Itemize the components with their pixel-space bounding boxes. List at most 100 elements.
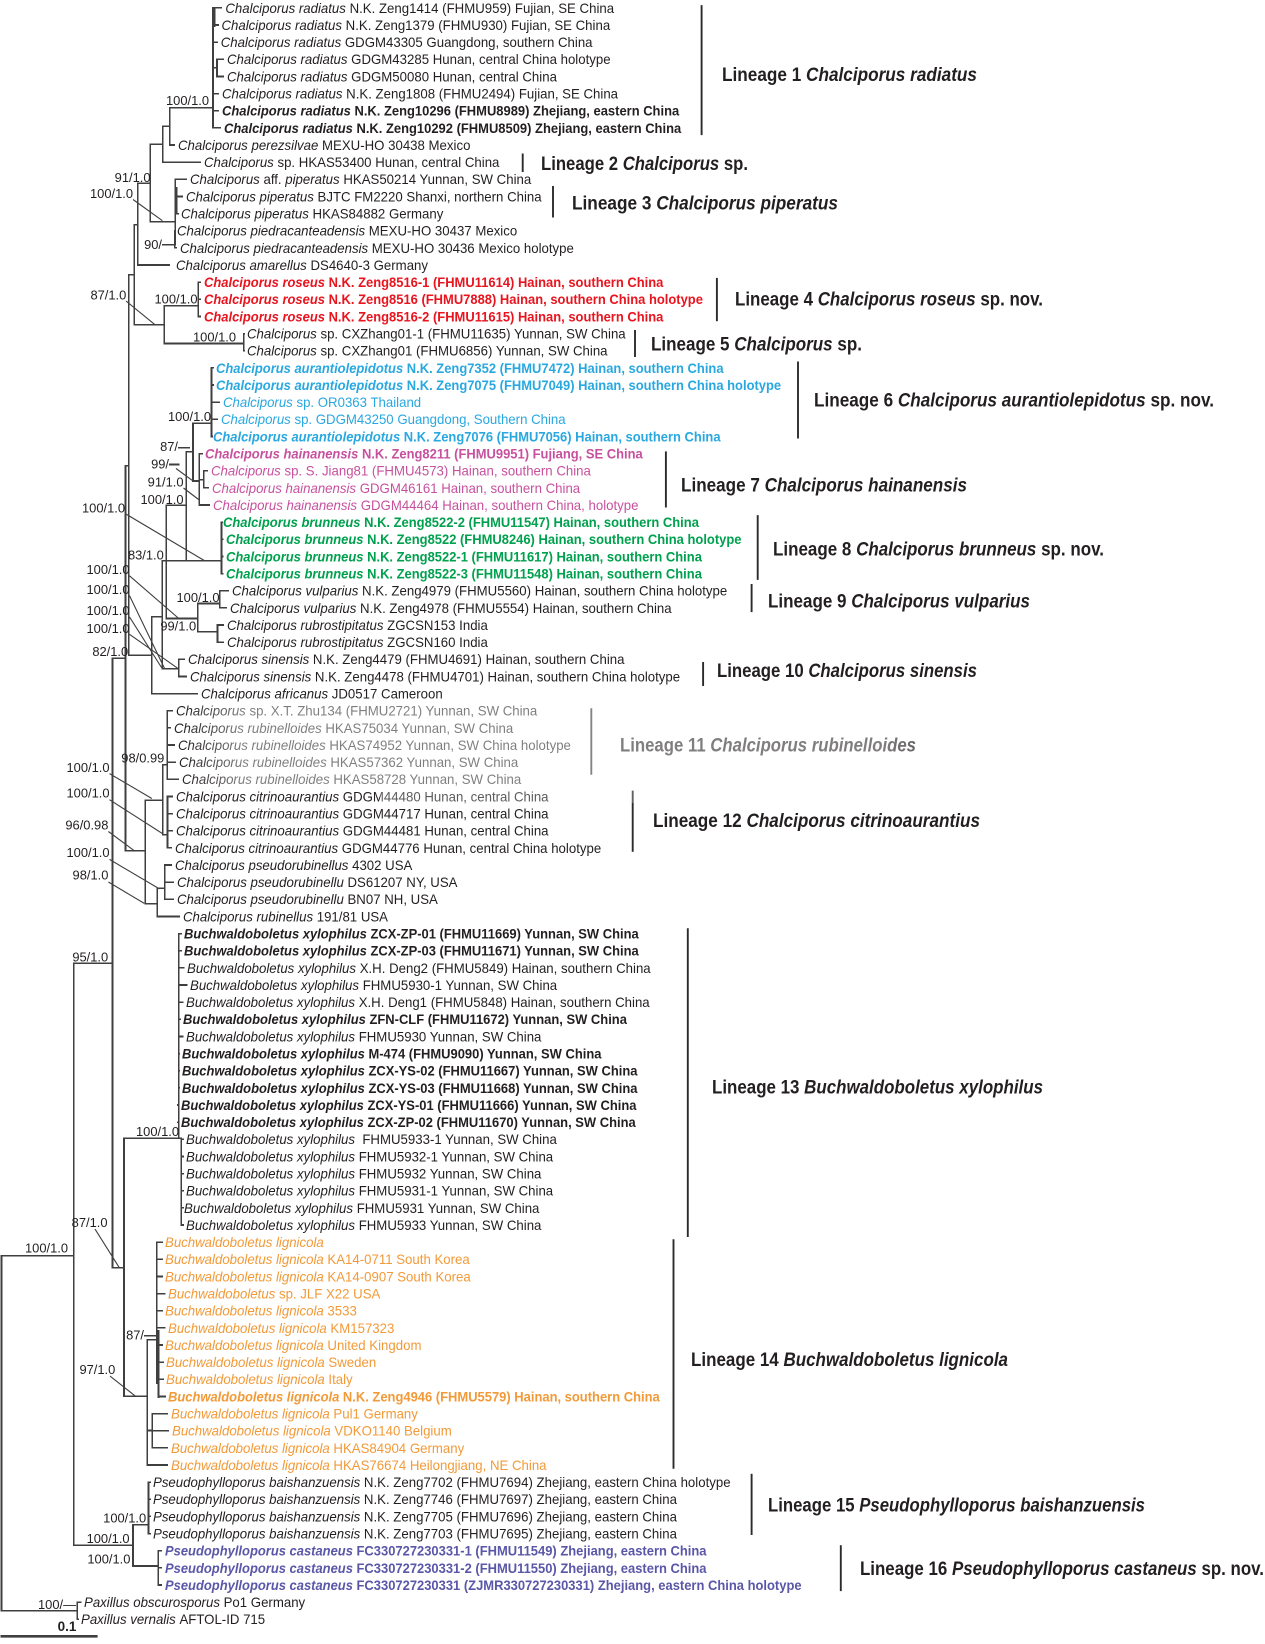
svg-text:Buchwaldoboletus xylophilus: Buchwaldoboletus xylophilus [181, 1115, 364, 1130]
svg-text:Chalciporus piperatus: Chalciporus piperatus [186, 189, 314, 204]
svg-text:sp. CXZhang01 (FHMU6856) Yunna: sp. CXZhang01 (FHMU6856) Yunnan, SW Chin… [320, 344, 607, 359]
svg-text:Chalciporus piperatus: Chalciporus piperatus [181, 207, 309, 222]
svg-text:Chalciporus africanus: Chalciporus africanus [201, 687, 328, 702]
svg-text:Chalciporus hainanensis: Chalciporus hainanensis [213, 498, 357, 513]
svg-text:Chalciporus citrinoaurantius: Chalciporus citrinoaurantius [176, 789, 339, 804]
svg-text:Pseudophylloporus castaneus: Pseudophylloporus castaneus [165, 1561, 353, 1576]
svg-text:Buchwaldoboletus lignicola: Buchwaldoboletus lignicola [166, 1372, 325, 1387]
svg-text:90/: 90/ [144, 237, 162, 252]
svg-text:FHMU5931-1 Yunnan, SW China: FHMU5931-1 Yunnan, SW China [359, 1184, 554, 1199]
svg-text:GDGM43285 Hunan, central China: GDGM43285 Hunan, central China holotype [351, 52, 611, 67]
svg-text:100/1.0: 100/1.0 [87, 1531, 130, 1546]
svg-text:Chalciporus brunneus: Chalciporus brunneus [226, 567, 364, 582]
svg-text:ZGCSN160 India: ZGCSN160 India [387, 635, 488, 650]
svg-text:Chalciporus roseus: Chalciporus roseus [204, 309, 325, 324]
svg-text:N.K. Zeng1379 (FHMU930) Fujian: N.K. Zeng1379 (FHMU930) Fujian, SE China [346, 18, 611, 33]
svg-text:100/1.0: 100/1.0 [136, 1124, 179, 1139]
svg-text:Buchwaldoboletus lignicola: Buchwaldoboletus lignicola [165, 1338, 324, 1353]
svg-text:Pseudophylloporus baishanzuens: Pseudophylloporus baishanzuensis [859, 1495, 1145, 1516]
svg-text:ZGCSN153 India: ZGCSN153 India [387, 618, 488, 633]
svg-text:Chalciporus roseus: Chalciporus roseus [818, 289, 976, 310]
svg-text:91/1.0: 91/1.0 [148, 475, 184, 490]
svg-text:ZCX-ZP-01 (FHMU11669) Yunnan,: ZCX-ZP-01 (FHMU11669) Yunnan, SW China [370, 927, 639, 942]
svg-text:N.K. Zeng4978 (FHMU5554) Haina: N.K. Zeng4978 (FHMU5554) Hainan, souther… [360, 601, 672, 616]
svg-text:Buchwaldoboletus xylophilus: Buchwaldoboletus xylophilus [183, 1012, 366, 1027]
svg-text:Buchwaldoboletus lignicola: Buchwaldoboletus lignicola [168, 1389, 340, 1404]
svg-text:ZCX-YS-03 (FHMU11668) Yunnan,: ZCX-YS-03 (FHMU11668) Yunnan, SW China [368, 1081, 637, 1096]
svg-text:N.K. Zeng8516-1 (FHMU11614) Ha: N.K. Zeng8516-1 (FHMU11614) Hainan, sout… [329, 275, 664, 290]
svg-text:Chalciporus roseus: Chalciporus roseus [204, 292, 325, 307]
svg-text:87/1.0: 87/1.0 [90, 288, 126, 303]
svg-text:Buchwaldoboletus xylophilus: Buchwaldoboletus xylophilus [182, 1047, 365, 1062]
svg-text:N.K. Zeng8522-2 (FHMU11547) Ha: N.K. Zeng8522-2 (FHMU11547) Hainan, sout… [364, 515, 699, 530]
svg-text:Sweden: Sweden [328, 1355, 376, 1370]
svg-text:100/1.0: 100/1.0 [66, 760, 109, 775]
svg-text:Chalciporus rubrostipitatus: Chalciporus rubrostipitatus [227, 618, 384, 633]
svg-text:Chalciporus sinensis: Chalciporus sinensis [188, 652, 309, 667]
svg-text:100/1.0: 100/1.0 [86, 562, 129, 577]
svg-text:DS61207 NY, USA: DS61207 NY, USA [347, 875, 458, 890]
svg-text:Chalciporus citrinoaurantius: Chalciporus citrinoaurantius [175, 841, 338, 856]
svg-text:ZFN-CLF (FHMU11672) Yunnan, SW: ZFN-CLF (FHMU11672) Yunnan, SW China [369, 1012, 627, 1027]
svg-text:3533: 3533 [327, 1304, 357, 1319]
svg-text:Buchwaldoboletus lignicola: Buchwaldoboletus lignicola [165, 1235, 324, 1250]
svg-text:MEXU-HO 30436 Mexico holotype: MEXU-HO 30436 Mexico holotype [372, 241, 574, 256]
svg-text:Chalciporus vulparius: Chalciporus vulparius [230, 601, 356, 616]
svg-text:87/1.0: 87/1.0 [72, 1215, 108, 1230]
svg-text:Buchwaldoboletus xylophilus: Buchwaldoboletus xylophilus [184, 944, 367, 959]
svg-text:Chalciporus: Chalciporus [223, 395, 293, 410]
svg-text:N.K. Zeng4946 (FHMU5579) Haina: N.K. Zeng4946 (FHMU5579) Hainan, souther… [343, 1389, 660, 1404]
svg-text:Lineage 8: Lineage 8 [773, 539, 851, 560]
svg-text:Buchwaldoboletus xylophilus: Buchwaldoboletus xylophilus [186, 995, 355, 1010]
svg-text:Lineage 14: Lineage 14 [691, 1350, 779, 1371]
svg-text:HKAS84882 Germany: HKAS84882 Germany [313, 207, 444, 222]
svg-text:Chalciporus pseudorubinellu: Chalciporus pseudorubinellu [177, 875, 344, 890]
svg-text:Buchwaldoboletus lignicola: Buchwaldoboletus lignicola [165, 1304, 324, 1319]
svg-text:Chalciporus citrinoaurantius: Chalciporus citrinoaurantius [746, 811, 980, 832]
svg-text:VDKO1140 Belgium: VDKO1140 Belgium [334, 1424, 451, 1439]
svg-text:HKAS76674 Heilongjiang, NE Chi: HKAS76674 Heilongjiang, NE China [333, 1458, 546, 1473]
svg-text:100/1.0: 100/1.0 [176, 590, 219, 605]
svg-text:Pul1 Germany: Pul1 Germany [333, 1406, 418, 1421]
svg-text:Pseudophylloporus baishanzuens: Pseudophylloporus baishanzuensis [153, 1509, 360, 1524]
svg-text:Lineage 3: Lineage 3 [572, 194, 651, 215]
svg-text:Chalciporus citrinoaurantius: Chalciporus citrinoaurantius [176, 807, 339, 822]
svg-text:Buchwaldoboletus xylophilus: Buchwaldoboletus xylophilus [186, 1132, 355, 1147]
svg-text:Lineage 12: Lineage 12 [653, 811, 742, 832]
svg-text:DS4640-3 Germany: DS4640-3 Germany [310, 258, 428, 273]
svg-text:87/: 87/ [126, 1328, 144, 1343]
svg-text:FC330727230331-2 (FHMU11550) Z: FC330727230331-2 (FHMU11550) Zhejiang, e… [357, 1561, 707, 1576]
svg-text:Buchwaldoboletus lignicola: Buchwaldoboletus lignicola [783, 1350, 1008, 1371]
svg-text:KM157323: KM157323 [330, 1321, 394, 1336]
svg-text:100/1.0: 100/1.0 [86, 603, 129, 618]
svg-text:97/1.0: 97/1.0 [79, 1362, 115, 1377]
svg-text:Pseudophylloporus baishanzuens: Pseudophylloporus baishanzuensis [153, 1492, 360, 1507]
svg-text:Buchwaldoboletus xylophilus: Buchwaldoboletus xylophilus [184, 927, 367, 942]
svg-text:GDGM44480 Hunan, central China: GDGM44480 Hunan, central China [343, 789, 549, 804]
svg-text:FHMU5930-1 Yunnan, SW China: FHMU5930-1 Yunnan, SW China [363, 978, 558, 993]
svg-text:Chalciporus: Chalciporus [221, 412, 291, 427]
svg-text:Pseudophylloporus baishanzuens: Pseudophylloporus baishanzuensis [153, 1526, 360, 1541]
svg-text:Buchwaldoboletus lignicola: Buchwaldoboletus lignicola [172, 1424, 331, 1439]
svg-text:Chalciporus sinensis: Chalciporus sinensis [190, 669, 311, 684]
svg-text:Chalciporus radiatus: Chalciporus radiatus [222, 87, 343, 102]
svg-text:ZCX-ZP-03 (FHMU11671) Yunnan,: ZCX-ZP-03 (FHMU11671) Yunnan, SW China [370, 944, 639, 959]
svg-text:Chalciporus hainanensis: Chalciporus hainanensis [212, 481, 356, 496]
svg-text:Lineage 1: Lineage 1 [722, 65, 802, 86]
svg-text:Chalciporus brunneus: Chalciporus brunneus [226, 532, 364, 547]
svg-text:Lineage 7: Lineage 7 [681, 476, 760, 497]
svg-text:FC330727230331-1 (FHMU11549) Z: FC330727230331-1 (FHMU11549) Zhejiang, e… [357, 1544, 707, 1559]
svg-text:100/—: 100/— [38, 1597, 76, 1612]
svg-text:98/0.99: 98/0.99 [121, 750, 164, 765]
svg-text:Chalciporus: Chalciporus [623, 154, 720, 175]
svg-text:99/: 99/ [151, 457, 169, 472]
svg-text:N.K. Zeng7702 (FHMU7694) Zheji: N.K. Zeng7702 (FHMU7694) Zhejiang, easte… [364, 1475, 731, 1490]
svg-text:Buchwaldoboletus lignicola: Buchwaldoboletus lignicola [168, 1321, 327, 1336]
svg-text:0.1: 0.1 [58, 1619, 77, 1634]
svg-text:100/1.0: 100/1.0 [66, 786, 109, 801]
svg-text:sp. HKAS53400 Hunan, central C: sp. HKAS53400 Hunan, central China [277, 155, 499, 170]
svg-text:Chalciporus vulparius: Chalciporus vulparius [851, 591, 1030, 612]
svg-text:Buchwaldoboletus xylophilus: Buchwaldoboletus xylophilus [187, 961, 356, 976]
svg-text:MEXU-HO 30438 Mexico: MEXU-HO 30438 Mexico [322, 138, 471, 153]
svg-text:Buchwaldoboletus: Buchwaldoboletus [168, 1287, 275, 1302]
